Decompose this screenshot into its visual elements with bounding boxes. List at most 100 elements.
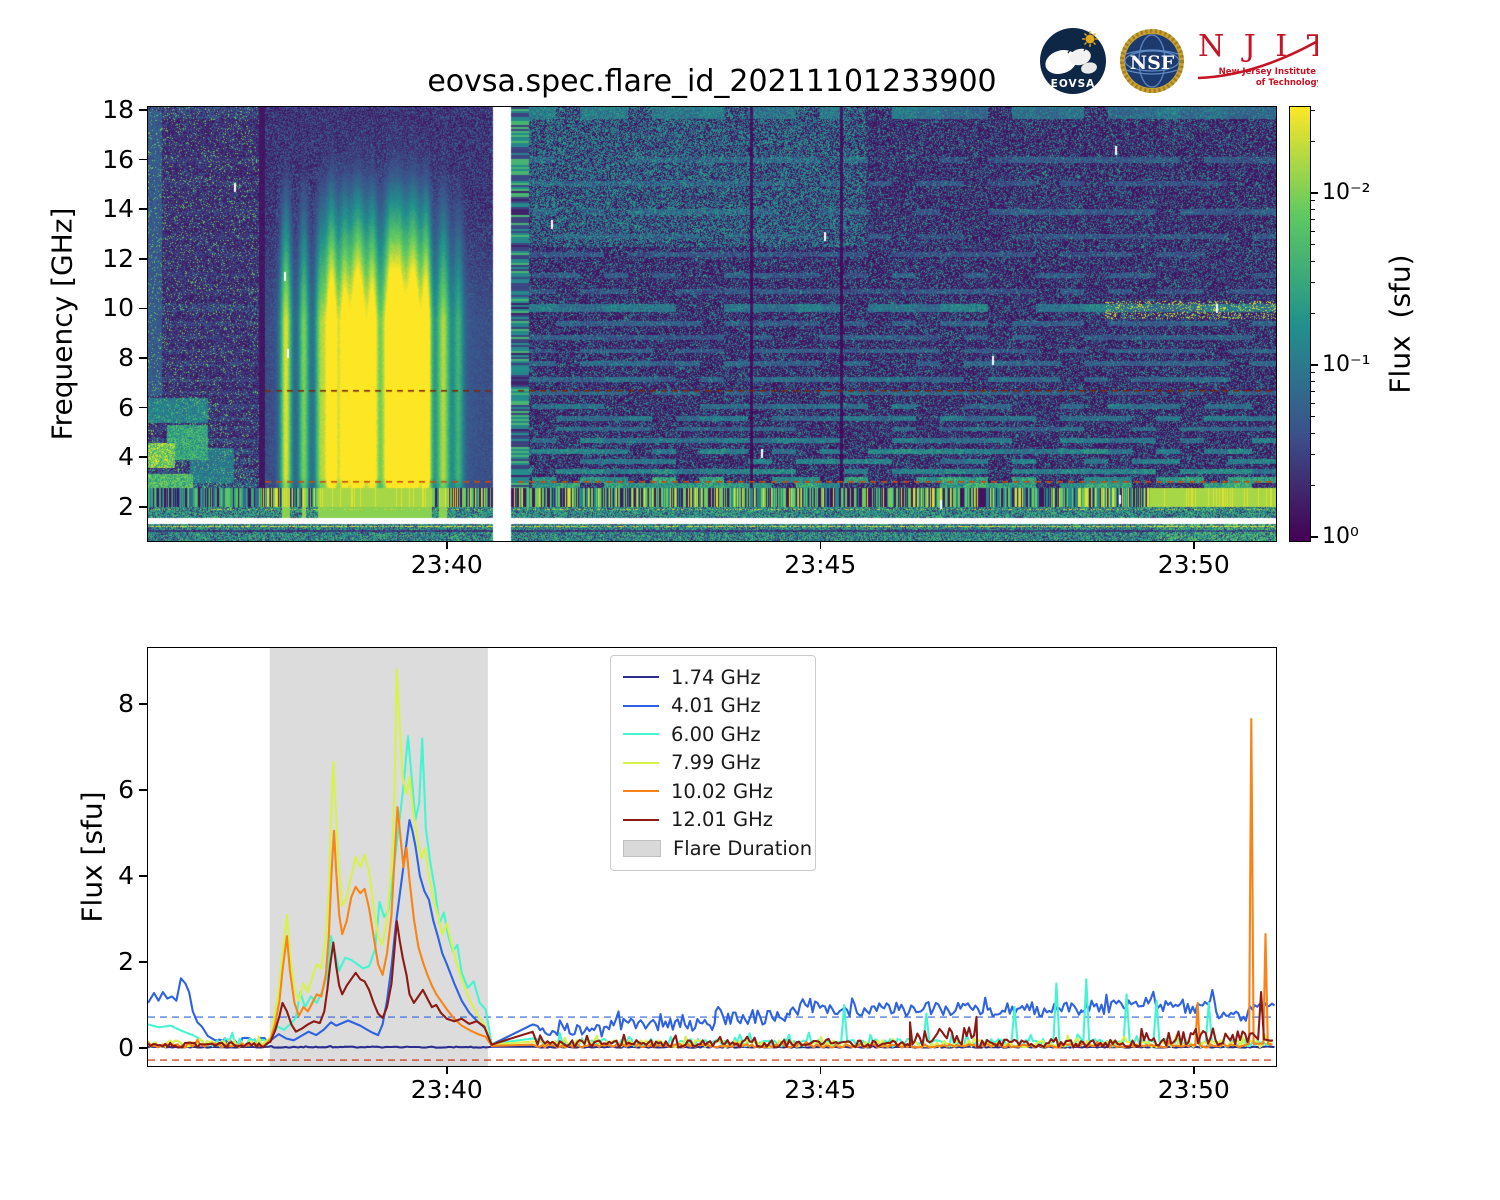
flux-tick xyxy=(138,961,147,963)
timeseries-time-tick xyxy=(1193,1066,1195,1074)
flux-tick xyxy=(138,1047,147,1049)
flux-series-10-02-GHz xyxy=(146,717,1273,1049)
legend-entry: 10.02 GHz xyxy=(623,777,805,806)
colorbar-tick-label: 10⁰ xyxy=(1322,524,1359,549)
colorbar-minor-tick xyxy=(1310,432,1315,434)
freq-tick-label: 6 xyxy=(118,392,134,422)
timeseries-plot xyxy=(146,647,1276,1066)
legend-entry: 12.01 GHz xyxy=(623,806,805,835)
legend-label: 12.01 GHz xyxy=(671,808,774,832)
legend-patch-sample xyxy=(623,839,661,857)
colorbar-minor-tick xyxy=(1310,219,1315,221)
colorbar-minor-tick xyxy=(1310,282,1315,284)
legend-label: 7.99 GHz xyxy=(671,751,761,775)
spectrogram-time-tick-label: 23:40 xyxy=(410,550,483,579)
timeseries-time-tick-label: 23:50 xyxy=(1157,1075,1230,1104)
freq-tick-label: 18 xyxy=(102,95,134,124)
timeseries-time-tick xyxy=(819,1066,822,1074)
legend-label: 4.01 GHz xyxy=(671,694,761,718)
spectrogram-canvas xyxy=(147,106,1276,541)
colorbar-minor-tick xyxy=(1310,484,1315,486)
freq-tick xyxy=(138,109,147,111)
freq-tick-label: 2 xyxy=(118,491,134,521)
spectrogram-panel xyxy=(146,105,1277,542)
colorbar-tick-label: 10⁻¹ xyxy=(1322,352,1371,377)
colorbar-minor-tick xyxy=(1310,391,1315,393)
freq-tick-label: 4 xyxy=(118,442,134,472)
colorbar-major-tick xyxy=(1310,536,1318,538)
legend-line-sample xyxy=(623,704,659,707)
freq-tick xyxy=(138,158,147,161)
colorbar-minor-tick xyxy=(1310,454,1315,456)
legend-line-sample xyxy=(623,733,659,736)
flux-series-7-99-GHz xyxy=(146,668,1273,1048)
legend: 1.74 GHz 4.01 GHz 6.00 GHz 7.99 GHz 10.02 GH… xyxy=(610,655,816,871)
sun-icon xyxy=(1082,31,1098,47)
flux-tick-label: 4 xyxy=(118,861,134,890)
colorbar-minor-tick xyxy=(1310,416,1315,418)
colorbar xyxy=(1288,105,1311,542)
spectrogram-time-tick xyxy=(819,541,822,549)
colorbar-minor-tick xyxy=(1310,312,1315,314)
logo-row: EOVSA NSF N J I T New Jersey Institute o… xyxy=(1038,26,1318,96)
njit-logo-text: N J I T xyxy=(1198,29,1318,64)
freq-tick-label: 10 xyxy=(102,293,134,323)
radio-dish-icon xyxy=(1045,45,1097,75)
njit-swoosh-icon xyxy=(1197,40,1317,80)
flux-tick xyxy=(138,789,147,791)
spectrogram-time-tick xyxy=(1193,541,1195,549)
freq-tick xyxy=(138,506,147,508)
colorbar-minor-tick xyxy=(1310,372,1315,374)
flux-tick-label: 8 xyxy=(118,689,134,718)
freq-tick-label: 8 xyxy=(118,343,134,372)
flux-tick-label: 6 xyxy=(118,775,134,804)
colorbar-minor-tick xyxy=(1310,110,1315,112)
colorbar-minor-tick xyxy=(1310,402,1315,404)
timeseries-time-tick-label: 23:40 xyxy=(410,1075,483,1104)
colorbar-minor-tick xyxy=(1310,209,1315,211)
flux-series-4-01-GHz xyxy=(146,818,1275,1046)
legend-line-sample xyxy=(623,818,659,821)
freq-tick-label: 12 xyxy=(102,243,134,273)
legend-label: Flare Duration xyxy=(673,836,813,860)
spectrogram-time-tick-label: 23:50 xyxy=(1157,550,1230,579)
njit-sub-text-1: New Jersey Institute xyxy=(1219,67,1317,77)
globe-icon xyxy=(1124,34,1180,88)
legend-entry: 6.00 GHz xyxy=(623,720,805,749)
freq-tick xyxy=(138,307,147,310)
legend-label: 10.02 GHz xyxy=(671,779,774,803)
colorbar-tick-label: 10⁻² xyxy=(1322,180,1371,205)
flux-tick xyxy=(138,703,147,705)
freq-tick xyxy=(138,406,147,409)
nsf-logo-text: NSF xyxy=(1130,52,1175,74)
colorbar-minor-tick xyxy=(1310,381,1315,383)
colorbar-minor-tick xyxy=(1310,244,1315,246)
legend-label: 1.74 GHz xyxy=(671,665,761,689)
freq-tick-label: 16 xyxy=(102,144,134,174)
flux-tick xyxy=(138,875,147,877)
flux-series-12-01-GHz xyxy=(146,919,1273,1049)
legend-label: 6.00 GHz xyxy=(671,722,761,746)
colorbar-label: Flux (sfu) xyxy=(1383,254,1417,394)
freq-tick xyxy=(138,208,147,210)
timeseries-time-tick xyxy=(446,1066,448,1074)
spectrogram-time-tick-label: 23:45 xyxy=(784,550,857,579)
colorbar-minor-tick xyxy=(1310,230,1315,232)
legend-entry: 4.01 GHz xyxy=(623,692,805,721)
flare-duration-shading xyxy=(269,647,488,1066)
flux-tick-label: 0 xyxy=(118,1033,134,1062)
colorbar-minor-tick xyxy=(1310,260,1315,262)
timeseries-y-axis-label: Flux [sfu] xyxy=(75,791,109,923)
figure-title: eovsa.spec.flare_id_20211101233900 xyxy=(427,64,997,99)
colorbar-minor-tick xyxy=(1310,140,1315,142)
nsf-logo: NSF xyxy=(1120,29,1184,93)
legend-entry-flare-duration: Flare Duration xyxy=(623,834,812,863)
legend-line-sample xyxy=(623,761,659,764)
legend-entry: 7.99 GHz xyxy=(623,749,805,778)
freq-tick-label: 14 xyxy=(102,194,134,224)
colorbar-major-tick xyxy=(1310,364,1318,366)
njit-sub-text-2: of Technology xyxy=(1256,78,1318,88)
legend-line-sample xyxy=(623,676,659,679)
freq-tick xyxy=(138,258,147,260)
